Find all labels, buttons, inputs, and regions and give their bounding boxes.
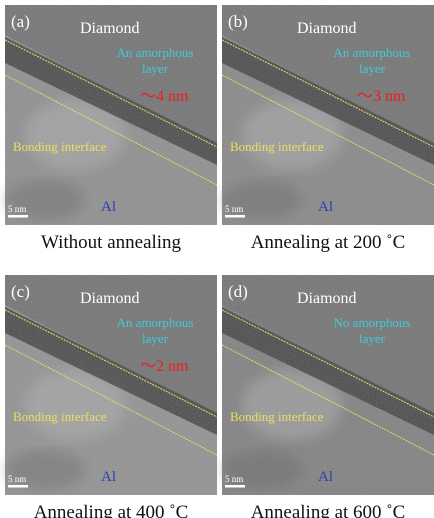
- panel-label: (b): [228, 12, 248, 31]
- layer-label: An amorphous: [117, 315, 194, 330]
- layer-label: An amorphous: [334, 45, 411, 60]
- layer-label: layer: [142, 61, 169, 76]
- interface-label: Bonding interface: [13, 409, 107, 424]
- noise-texture: [5, 5, 217, 225]
- interface-label: Bonding interface: [230, 139, 324, 154]
- diamond-label: Diamond: [297, 290, 357, 307]
- scale-label: 5 nm: [225, 204, 243, 214]
- layer-label: layer: [359, 61, 386, 76]
- panel-caption: Annealing at 600 ˚C: [251, 502, 406, 518]
- panel-caption: Annealing at 400 ˚C: [34, 502, 189, 518]
- scale-bar: [8, 485, 28, 488]
- panel-caption: Without annealing: [41, 232, 182, 253]
- noise-texture: [5, 275, 217, 495]
- diamond-label: Diamond: [80, 20, 140, 37]
- panel-label: (a): [11, 12, 30, 31]
- layer-label: layer: [142, 331, 169, 346]
- scale-bar: [8, 215, 28, 218]
- metal-label: Al: [101, 199, 116, 215]
- layer-label: layer: [359, 331, 386, 346]
- scale-label: 5 nm: [225, 474, 243, 484]
- layer-label: An amorphous: [117, 45, 194, 60]
- noise-texture: [222, 5, 434, 225]
- interface-label: Bonding interface: [230, 409, 324, 424]
- metal-label: Al: [318, 469, 333, 485]
- figure: (a)DiamondAn amorphouslayer～4 nmBonding …: [0, 0, 434, 518]
- thickness-label: ～2 nm: [140, 358, 189, 375]
- metal-label: Al: [101, 469, 116, 485]
- layer-label: No amorphous: [334, 315, 411, 330]
- scale-bar: [225, 485, 245, 488]
- scale-label: 5 nm: [8, 474, 26, 484]
- noise-texture: [222, 275, 434, 495]
- diamond-label: Diamond: [80, 290, 140, 307]
- metal-label: Al: [318, 199, 333, 215]
- diamond-label: Diamond: [297, 20, 357, 37]
- thickness-label: ～4 nm: [140, 88, 189, 105]
- panel-label: (d): [228, 282, 248, 301]
- scale-bar: [225, 215, 245, 218]
- panel-label: (c): [11, 282, 30, 301]
- thickness-label: ～3 nm: [357, 88, 406, 105]
- interface-label: Bonding interface: [13, 139, 107, 154]
- scale-label: 5 nm: [8, 204, 26, 214]
- panel-caption: Annealing at 200 ˚C: [251, 232, 406, 253]
